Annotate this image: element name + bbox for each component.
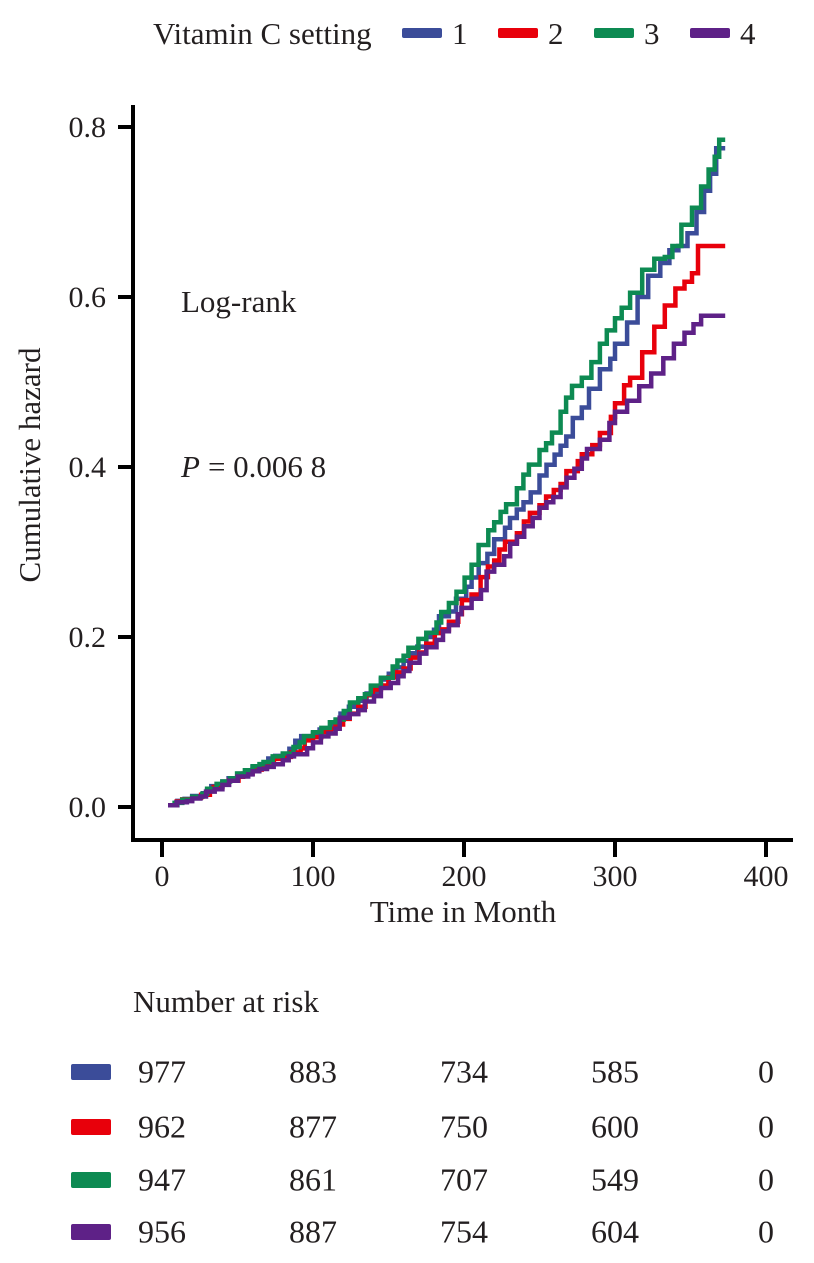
- annotation-log-rank: Log-rank: [181, 284, 297, 319]
- legend-label-4: 4: [740, 16, 756, 51]
- risk-count-group2-t200: 750: [440, 1108, 488, 1145]
- legend-swatch-3: [594, 28, 634, 38]
- x-tick-label: 100: [291, 860, 336, 893]
- risk-count-group4-t0: 956: [138, 1213, 186, 1250]
- annotation-p-value: P = 0.006 8: [180, 449, 326, 484]
- legend-label-2: 2: [548, 16, 564, 51]
- legend-swatch-1: [402, 28, 442, 38]
- risk-swatch-4: [71, 1224, 111, 1240]
- risk-count-group2-t0: 962: [138, 1108, 186, 1145]
- risk-count-group4-t400: 0: [758, 1213, 774, 1250]
- hazard-curves: [168, 137, 726, 808]
- y-tick-label: 0.6: [69, 281, 107, 314]
- y-tick-label: 0.0: [69, 791, 107, 824]
- legend-swatch-2: [498, 28, 538, 38]
- risk-count-group3-t100: 861: [289, 1161, 337, 1198]
- risk-swatch-2: [71, 1119, 111, 1135]
- x-axis-title: Time in Month: [370, 894, 557, 929]
- risk-count-group1-t200: 734: [440, 1053, 488, 1090]
- legend-label-3: 3: [644, 16, 660, 51]
- number-at-risk-header: Number at risk: [133, 984, 319, 1019]
- y-axis-title: Cumulative hazard: [12, 347, 47, 582]
- risk-count-group1-t400: 0: [758, 1053, 774, 1090]
- x-tick-label: 300: [593, 860, 638, 893]
- risk-count-group2-t100: 877: [289, 1108, 337, 1145]
- curve-series-4: [168, 313, 726, 808]
- cumulative-hazard-plot: 0.0 0.2 0.4 0.6 0.8 0 100 200 300 400 Cumulative …: [12, 105, 793, 929]
- risk-count-group2-t300: 600: [591, 1108, 639, 1145]
- risk-count-group3-t300: 549: [591, 1161, 639, 1198]
- risk-swatch-1: [71, 1064, 111, 1080]
- risk-count-group4-t200: 754: [440, 1213, 488, 1250]
- x-tick-label: 400: [744, 860, 789, 893]
- y-tick-label: 0.8: [69, 111, 107, 144]
- risk-count-group1-t300: 585: [591, 1053, 639, 1090]
- risk-count-group3-t0: 947: [138, 1161, 186, 1198]
- risk-count-group4-t100: 887: [289, 1213, 337, 1250]
- risk-count-group4-t300: 604: [591, 1213, 639, 1250]
- y-tick-label: 0.2: [69, 621, 107, 654]
- risk-count-group1-t100: 883: [289, 1053, 337, 1090]
- curve-series-2: [168, 243, 726, 808]
- x-tick-label: 200: [442, 860, 487, 893]
- curve-series-3: [168, 137, 726, 808]
- risk-count-group1-t0: 977: [138, 1053, 186, 1090]
- legend-swatch-4: [690, 28, 730, 38]
- legend-label-1: 1: [452, 16, 468, 51]
- risk-swatch-3: [71, 1172, 111, 1188]
- legend-title: Vitamin C setting: [153, 16, 372, 51]
- risk-count-group3-t200: 707: [440, 1161, 488, 1198]
- axes: 0.0 0.2 0.4 0.6 0.8 0 100 200 300 400: [69, 105, 793, 893]
- risk-count-group2-t400: 0: [758, 1108, 774, 1145]
- x-tick-label: 0: [155, 860, 170, 893]
- y-tick-label: 0.4: [69, 451, 107, 484]
- risk-count-group3-t400: 0: [758, 1161, 774, 1198]
